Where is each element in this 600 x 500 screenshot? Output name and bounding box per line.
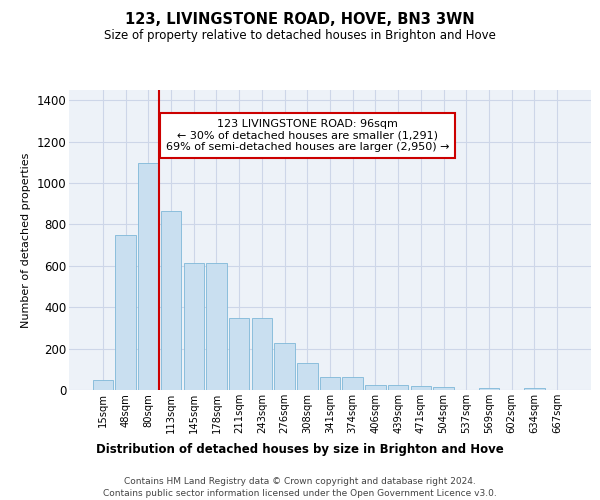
Bar	[297, 363, 317, 390]
Bar	[524, 388, 545, 390]
Text: Contains HM Land Registry data © Crown copyright and database right 2024.: Contains HM Land Registry data © Crown c…	[124, 478, 476, 486]
Bar	[206, 264, 227, 390]
Bar	[274, 344, 295, 390]
Bar	[410, 386, 431, 390]
Bar	[479, 388, 499, 390]
Bar	[161, 211, 181, 390]
Bar	[138, 164, 158, 390]
Bar	[184, 264, 204, 390]
Bar	[229, 318, 250, 390]
Bar	[365, 384, 386, 390]
Text: Distribution of detached houses by size in Brighton and Hove: Distribution of detached houses by size …	[96, 442, 504, 456]
Bar	[115, 235, 136, 390]
Bar	[251, 318, 272, 390]
Bar	[433, 388, 454, 390]
Text: Contains public sector information licensed under the Open Government Licence v3: Contains public sector information licen…	[103, 489, 497, 498]
Bar	[343, 376, 363, 390]
Bar	[93, 380, 113, 390]
Y-axis label: Number of detached properties: Number of detached properties	[21, 152, 31, 328]
Bar	[388, 384, 409, 390]
Text: 123, LIVINGSTONE ROAD, HOVE, BN3 3WN: 123, LIVINGSTONE ROAD, HOVE, BN3 3WN	[125, 12, 475, 28]
Text: 123 LIVINGSTONE ROAD: 96sqm
← 30% of detached houses are smaller (1,291)
69% of : 123 LIVINGSTONE ROAD: 96sqm ← 30% of det…	[166, 119, 449, 152]
Text: Size of property relative to detached houses in Brighton and Hove: Size of property relative to detached ho…	[104, 29, 496, 42]
Bar	[320, 376, 340, 390]
